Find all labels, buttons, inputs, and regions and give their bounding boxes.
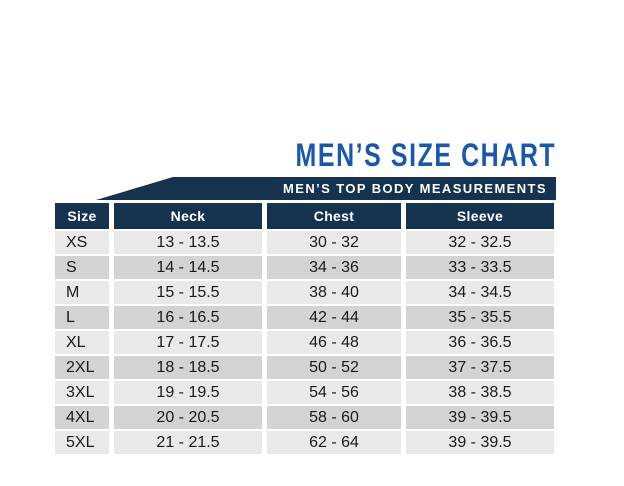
measurement-value: 62 - 64 — [267, 431, 401, 454]
size-label: S — [55, 256, 109, 279]
table-row: L 16 - 16.5 42 - 44 35 - 35.5 — [55, 306, 554, 329]
measurement-value: 21 - 21.5 — [114, 431, 262, 454]
measurement-value: 16 - 16.5 — [114, 306, 262, 329]
measurement-value: 36 - 36.5 — [406, 331, 554, 354]
size-label: XS — [55, 231, 109, 254]
measurement-value: 37 - 37.5 — [406, 356, 554, 379]
measurement-value: 39 - 39.5 — [406, 406, 554, 429]
column-header-size: Size — [55, 203, 109, 229]
size-label: M — [55, 281, 109, 304]
measurement-value: 39 - 39.5 — [406, 431, 554, 454]
table-row: 3XL 19 - 19.5 54 - 56 38 - 38.5 — [55, 381, 554, 404]
size-label: L — [55, 306, 109, 329]
measurement-value: 58 - 60 — [267, 406, 401, 429]
table-row: XS 13 - 13.5 30 - 32 32 - 32.5 — [55, 231, 554, 254]
table-header-row: Size Neck Chest Sleeve — [55, 203, 554, 229]
measurement-value: 33 - 33.5 — [406, 256, 554, 279]
measurement-value: 18 - 18.5 — [114, 356, 262, 379]
table-body: XS 13 - 13.5 30 - 32 32 - 32.5 S 14 - 14.5 34 … — [55, 231, 554, 454]
size-label: 2XL — [55, 356, 109, 379]
measurement-value: 17 - 17.5 — [114, 331, 262, 354]
size-label: 4XL — [55, 406, 109, 429]
page-title: MEN’S SIZE CHART — [295, 137, 556, 173]
measurement-value: 19 - 19.5 — [114, 381, 262, 404]
measurement-value: 30 - 32 — [267, 231, 401, 254]
table-row: S 14 - 14.5 34 - 36 33 - 33.5 — [55, 256, 554, 279]
measurement-value: 38 - 38.5 — [406, 381, 554, 404]
size-label: XL — [55, 331, 109, 354]
size-label: 3XL — [55, 381, 109, 404]
table-row: 5XL 21 - 21.5 62 - 64 39 - 39.5 — [55, 431, 554, 454]
table-row: 4XL 20 - 20.5 58 - 60 39 - 39.5 — [55, 406, 554, 429]
size-table: Size Neck Chest Sleeve XS 13 - 13.5 30 - 3… — [55, 203, 554, 456]
measurement-value: 54 - 56 — [267, 381, 401, 404]
measurements-banner: MEN’S TOP BODY MEASUREMENTS — [96, 177, 556, 200]
table-row: XL 17 - 17.5 46 - 48 36 - 36.5 — [55, 331, 554, 354]
measurement-value: 32 - 32.5 — [406, 231, 554, 254]
measurement-value: 34 - 34.5 — [406, 281, 554, 304]
table-row: 2XL 18 - 18.5 50 - 52 37 - 37.5 — [55, 356, 554, 379]
measurement-value: 20 - 20.5 — [114, 406, 262, 429]
banner-label: MEN’S TOP BODY MEASUREMENTS — [283, 181, 547, 196]
table-row: M 15 - 15.5 38 - 40 34 - 34.5 — [55, 281, 554, 304]
column-header-neck: Neck — [114, 203, 262, 229]
measurement-value: 50 - 52 — [267, 356, 401, 379]
measurement-value: 34 - 36 — [267, 256, 401, 279]
measurement-value: 13 - 13.5 — [114, 231, 262, 254]
column-header-chest: Chest — [267, 203, 401, 229]
measurement-value: 14 - 14.5 — [114, 256, 262, 279]
measurement-value: 38 - 40 — [267, 281, 401, 304]
column-header-sleeve: Sleeve — [406, 203, 554, 229]
measurement-value: 42 - 44 — [267, 306, 401, 329]
measurement-value: 35 - 35.5 — [406, 306, 554, 329]
measurement-value: 46 - 48 — [267, 331, 401, 354]
measurement-value: 15 - 15.5 — [114, 281, 262, 304]
size-label: 5XL — [55, 431, 109, 454]
